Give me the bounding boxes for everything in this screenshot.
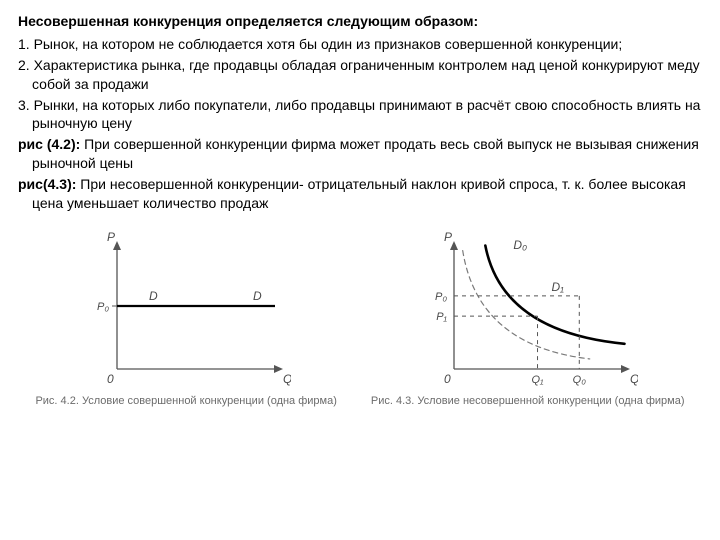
heading: Несовершенная конкуренция определяется с… bbox=[18, 12, 702, 31]
svg-text:P: P bbox=[107, 231, 115, 244]
svg-text:P₁: P₁ bbox=[436, 311, 447, 323]
figure-ref-lead: рис (4.2): bbox=[18, 136, 80, 152]
figure-caption: Рис. 4.2. Условие совершенной конкуренци… bbox=[35, 395, 336, 409]
chart-perfect-competition: P Q 0 P₀ D D bbox=[81, 231, 291, 391]
figure-ref-text: При несовершенной конкуренции- отрицател… bbox=[32, 176, 686, 211]
svg-text:D: D bbox=[149, 289, 158, 303]
svg-text:D₀: D₀ bbox=[513, 238, 527, 252]
svg-text:0: 0 bbox=[444, 372, 451, 386]
figures-row: P Q 0 P₀ D D Рис. 4.2. Условие совершенной ко… bbox=[18, 231, 702, 409]
svg-text:P₀: P₀ bbox=[435, 291, 447, 303]
svg-text:Q₁: Q₁ bbox=[531, 374, 544, 386]
svg-text:Q₀: Q₀ bbox=[572, 374, 586, 386]
figure-ref-lead: рис(4.3): bbox=[18, 176, 76, 192]
list-item: 2. Характеристика рынка, где продавцы об… bbox=[18, 56, 702, 94]
list-item: 1. Рынок, на котором не соблюдается хотя… bbox=[18, 35, 702, 54]
svg-text:P: P bbox=[444, 231, 452, 244]
figure-ref-text: При совершенной конкуренции фирма может … bbox=[32, 136, 699, 171]
svg-text:P₀: P₀ bbox=[97, 301, 109, 313]
svg-text:Q: Q bbox=[283, 372, 291, 386]
svg-text:D: D bbox=[253, 289, 262, 303]
figure-4-2: P Q 0 P₀ D D Рис. 4.2. Условие совершенной ко… bbox=[35, 231, 336, 409]
figure-caption: Рис. 4.3. Условие несовершенной конкурен… bbox=[371, 395, 685, 409]
figure-reference: рис (4.2): При совершенной конкуренции ф… bbox=[18, 135, 702, 173]
svg-text:0: 0 bbox=[107, 372, 114, 386]
figure-4-3: P Q 0 D₀ D₁ P₀ P₁ Q₁ Q₀ Рис. 4.3. Условие несове… bbox=[371, 231, 685, 409]
svg-text:Q: Q bbox=[630, 372, 638, 386]
chart-imperfect-competition: P Q 0 D₀ D₁ P₀ P₁ Q₁ Q₀ bbox=[418, 231, 638, 391]
figure-reference: рис(4.3): При несовершенной конкуренции-… bbox=[18, 175, 702, 213]
list-item: 3. Рынки, на которых либо покупатели, ли… bbox=[18, 96, 702, 134]
svg-text:D₁: D₁ bbox=[551, 280, 564, 294]
